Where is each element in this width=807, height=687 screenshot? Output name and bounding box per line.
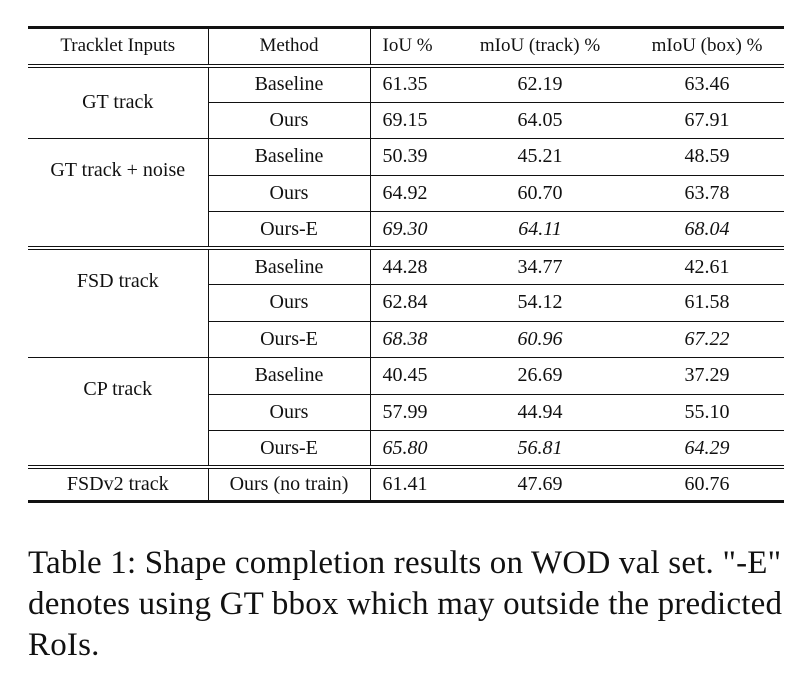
method-cell: Ours (207, 102, 370, 139)
table-row: Ours 62.84 54.12 61.58 (28, 284, 784, 322)
miou-box-cell: 48.59 (630, 138, 784, 176)
miou-track-cell: 64.05 (517, 108, 563, 131)
iou-cell: 40.45 (369, 357, 450, 395)
miou-box-cell: 37.29 (630, 357, 784, 395)
table-row: Ours 57.99 44.94 55.10 (28, 394, 784, 431)
miou-track-cell: 47.69 (450, 467, 630, 503)
header-tracklet-inputs: Tracklet Inputs (28, 26, 208, 66)
iou-cell: 57.99 (369, 394, 450, 431)
miou-box-cell: 42.61 (630, 248, 784, 285)
miou-track-cell: 44.94 (450, 394, 630, 431)
group-gt-track-noise: GT track + noise Baseline 50.39 45.21 48… (28, 138, 784, 249)
method-cell: Ours-E (207, 321, 370, 358)
group-gt-track: GT track Baseline 61.35 62.19 63.46 Ours… (28, 65, 784, 139)
miou-track-cell: 60.96 (517, 327, 563, 350)
iou-cell: 50.39 (369, 138, 450, 176)
miou-track-cell: 60.70 (450, 175, 630, 212)
header-miou-box: mIoU (box) % (630, 26, 784, 66)
table-row: Ours 69.15 64.05 67.91 (28, 102, 784, 139)
miou-track-cell: 34.77 (450, 248, 630, 285)
miou-box-cell: 67.91 (684, 108, 730, 131)
miou-box-cell: 67.22 (684, 327, 730, 350)
method-cell: Ours (no train) (207, 467, 370, 503)
group-label: GT track + noise (28, 138, 208, 249)
method-cell: Ours (207, 394, 370, 431)
miou-box-cell: 68.04 (684, 217, 730, 240)
group-fsd-track: FSD track Baseline 44.28 34.77 42.61 Our… (28, 248, 784, 358)
method-cell: Baseline (207, 138, 370, 176)
miou-box-cell: 61.58 (630, 284, 784, 322)
table-row: GT track Baseline 61.35 62.19 63.46 (28, 65, 784, 139)
method-cell: Baseline (207, 248, 370, 285)
miou-track-cell: 54.12 (450, 284, 630, 322)
table-row: CP track Baseline 40.45 26.69 37.29 (28, 357, 784, 468)
method-cell: Ours-E (207, 211, 370, 248)
table-caption: Table 1: Shape completion results on WOD… (28, 545, 783, 663)
group-fsdv2-track: FSDv2 track Ours (no train) 61.41 47.69 … (28, 467, 784, 503)
table-row: Ours-E 69.30 64.11 68.04 (28, 211, 784, 248)
group-label: CP track (28, 357, 208, 468)
header-method: Method (207, 26, 370, 66)
iou-cell: 61.41 (369, 467, 450, 503)
miou-track-cell: 45.21 (450, 138, 630, 176)
iou-cell: 62.84 (369, 284, 450, 322)
method-cell: Baseline (207, 357, 370, 395)
miou-box-cell: 60.76 (630, 467, 784, 503)
miou-track-cell: 56.81 (517, 436, 563, 459)
group-cp-track: CP track Baseline 40.45 26.69 37.29 Ours… (28, 357, 784, 468)
table-row: GT track + noise Baseline 50.39 45.21 48… (28, 138, 784, 249)
method-cell: Ours-E (207, 430, 370, 467)
table-header: Tracklet Inputs Method IoU % mIoU (track… (28, 26, 784, 66)
table-row: FSD track Baseline 44.28 34.77 42.61 (28, 248, 784, 358)
miou-track-cell: 62.19 (450, 65, 630, 103)
miou-box-cell: 63.78 (630, 175, 784, 212)
group-label: FSDv2 track (28, 467, 208, 503)
group-label: FSD track (28, 248, 208, 358)
table-row: Ours-E 65.80 56.81 64.29 (28, 430, 784, 467)
iou-cell: 61.35 (369, 65, 450, 103)
miou-track-cell: 26.69 (450, 357, 630, 395)
method-cell: Baseline (207, 65, 370, 103)
iou-cell: 69.30 (369, 211, 450, 248)
iou-cell: 65.80 (369, 430, 450, 467)
iou-cell: 68.38 (369, 321, 450, 358)
table-row: FSDv2 track Ours (no train) 61.41 47.69 … (28, 467, 784, 503)
table-row: Ours-E 68.38 60.96 67.22 (28, 321, 784, 358)
miou-box-cell: 63.46 (630, 65, 784, 103)
group-label: GT track (28, 65, 208, 139)
results-table: Tracklet Inputs Method IoU % mIoU (track… (28, 26, 784, 503)
miou-track-cell: 64.11 (518, 217, 562, 240)
method-cell: Ours (207, 175, 370, 212)
iou-cell: 44.28 (369, 248, 450, 285)
iou-cell: 69.15 (369, 102, 450, 139)
iou-cell: 64.92 (369, 175, 450, 212)
method-cell: Ours (207, 284, 370, 322)
miou-box-cell: 64.29 (684, 436, 730, 459)
miou-box-cell: 55.10 (630, 394, 784, 431)
header-miou-track: mIoU (track) % (450, 26, 630, 66)
table-row: Ours 64.92 60.70 63.78 (28, 175, 784, 212)
header-iou: IoU % (369, 26, 450, 66)
